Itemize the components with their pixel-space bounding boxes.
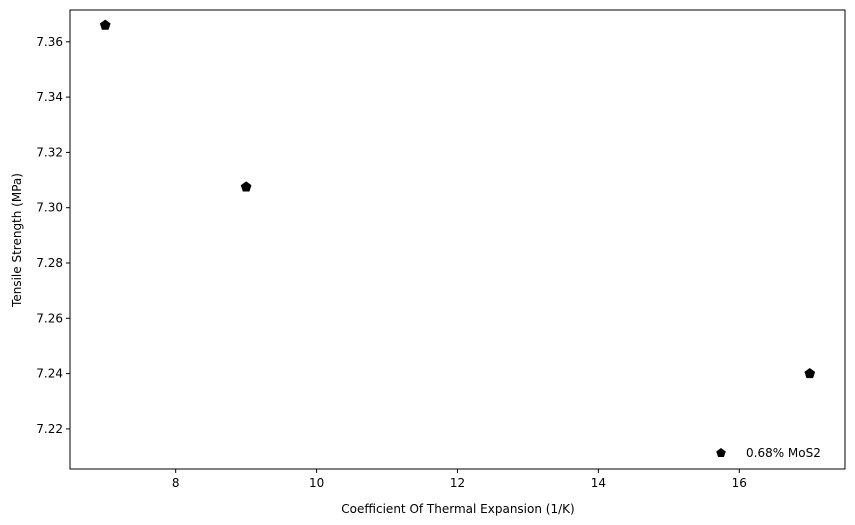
plot-border (69, 9, 846, 470)
x-axis-ticks: 8 10 12 14 16 (172, 469, 747, 490)
x-tick-label: 16 (732, 476, 747, 490)
x-tick-label: 14 (591, 476, 606, 490)
y-axis-label: Tensile Strength (MPa) (10, 173, 24, 308)
y-tick-label: 7.36 (36, 35, 63, 49)
legend-label: 0.68% MoS2 (746, 446, 821, 460)
y-tick-label: 7.30 (36, 201, 63, 215)
data-points (99, 19, 816, 379)
y-tick-label: 7.32 (36, 145, 63, 159)
y-tick-label: 7.34 (36, 90, 63, 104)
x-tick-label: 12 (450, 476, 465, 490)
legend: 0.68% MoS2 (716, 446, 821, 460)
x-axis-label: Coefficient Of Thermal Expansion (1/K) (341, 502, 574, 516)
data-point (99, 19, 111, 30)
legend-marker-0-68-mos2 (716, 448, 726, 458)
y-axis-ticks: 7.22 7.24 7.26 7.28 7.30 7.32 7.34 7.36 (36, 35, 70, 436)
y-tick-label: 7.24 (36, 367, 63, 381)
y-tick-label: 7.22 (36, 422, 63, 436)
x-tick-label: 8 (172, 476, 180, 490)
y-tick-label: 7.28 (36, 256, 63, 270)
y-tick-label: 7.26 (36, 311, 63, 325)
data-point (240, 181, 252, 192)
x-tick-label: 10 (309, 476, 324, 490)
data-point (804, 367, 816, 379)
plot-frame (69, 9, 846, 470)
